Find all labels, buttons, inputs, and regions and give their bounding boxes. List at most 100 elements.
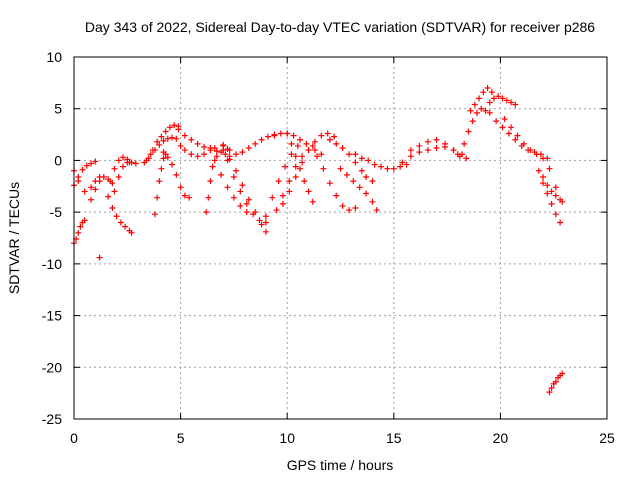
data-point	[224, 157, 231, 164]
y-tick-label: 10	[46, 49, 62, 65]
data-point	[456, 153, 463, 160]
data-point	[292, 163, 299, 170]
x-tick-label: 25	[599, 430, 615, 446]
data-point	[288, 151, 295, 158]
data-point	[514, 132, 521, 139]
data-point	[318, 132, 325, 139]
data-point	[294, 142, 301, 149]
data-point	[188, 151, 195, 158]
data-point	[258, 136, 265, 143]
data-point	[218, 149, 225, 156]
data-point	[284, 130, 291, 137]
data-point	[77, 223, 84, 230]
data-point	[158, 165, 165, 172]
data-point	[339, 145, 346, 152]
data-point	[173, 171, 180, 178]
data-point	[92, 158, 99, 165]
series-arc-31	[456, 105, 493, 160]
data-point	[346, 207, 353, 214]
data-point	[465, 128, 472, 135]
data-point	[548, 200, 555, 207]
data-point	[473, 109, 480, 116]
data-point	[546, 389, 553, 396]
data-point	[96, 178, 103, 185]
data-point	[399, 159, 406, 166]
data-point	[433, 145, 440, 152]
data-point	[207, 145, 214, 152]
data-point	[292, 153, 299, 160]
data-point	[552, 184, 559, 191]
data-point	[158, 133, 165, 140]
data-point	[296, 136, 303, 143]
data-point	[194, 153, 201, 160]
data-point	[548, 384, 555, 391]
data-point	[220, 142, 227, 149]
data-point	[201, 143, 208, 150]
data-point	[286, 188, 293, 195]
data-point	[128, 159, 135, 166]
data-point	[424, 138, 431, 145]
y-tick-label: -10	[42, 256, 62, 272]
data-point	[209, 163, 216, 170]
data-point	[369, 198, 376, 205]
data-point	[397, 163, 404, 170]
data-point	[164, 135, 171, 142]
series-arc-08	[111, 159, 139, 195]
data-point	[164, 154, 171, 161]
data-point	[331, 133, 338, 140]
data-point	[156, 141, 163, 148]
data-point	[326, 136, 333, 143]
data-point	[505, 130, 512, 137]
data-point	[262, 213, 269, 220]
data-point	[424, 147, 431, 154]
data-point	[122, 223, 129, 230]
data-point	[288, 140, 295, 147]
data-point	[152, 211, 159, 218]
y-axis-label: SDTVAR / TECUs	[6, 182, 22, 294]
data-point	[173, 135, 180, 142]
data-point	[279, 200, 286, 207]
data-point	[416, 149, 423, 156]
data-point	[160, 137, 167, 144]
data-point	[269, 194, 276, 201]
series-arc-07	[105, 193, 135, 236]
x-tick-label: 15	[386, 430, 402, 446]
data-point	[120, 154, 127, 161]
data-point	[243, 209, 250, 216]
data-point	[363, 190, 370, 197]
data-point	[540, 173, 547, 180]
data-point	[508, 99, 515, 106]
data-point	[552, 211, 559, 218]
data-point	[88, 184, 95, 191]
data-point	[299, 153, 306, 160]
data-point	[540, 180, 547, 187]
data-point	[350, 178, 357, 185]
data-point	[83, 162, 90, 169]
y-tick-label: -15	[42, 308, 62, 324]
data-point	[363, 173, 370, 180]
series-arc-36	[535, 167, 564, 226]
data-point	[230, 194, 237, 201]
data-point	[109, 205, 116, 212]
data-point	[469, 118, 476, 125]
series-arc-24	[284, 130, 316, 205]
data-point	[181, 192, 188, 199]
data-point	[403, 161, 410, 168]
data-point	[337, 165, 344, 172]
data-point	[147, 151, 154, 158]
data-point	[488, 89, 495, 96]
data-point	[486, 99, 493, 106]
data-point	[559, 370, 566, 377]
series-arc-26	[326, 136, 376, 185]
data-point	[463, 155, 470, 162]
data-point	[152, 147, 159, 154]
data-point	[92, 186, 99, 193]
data-point	[166, 124, 173, 131]
data-point	[296, 165, 303, 172]
data-point	[358, 155, 365, 162]
data-point	[512, 101, 519, 108]
data-point	[160, 149, 167, 156]
data-point	[117, 219, 124, 226]
data-point	[279, 192, 286, 199]
grid	[74, 57, 607, 419]
